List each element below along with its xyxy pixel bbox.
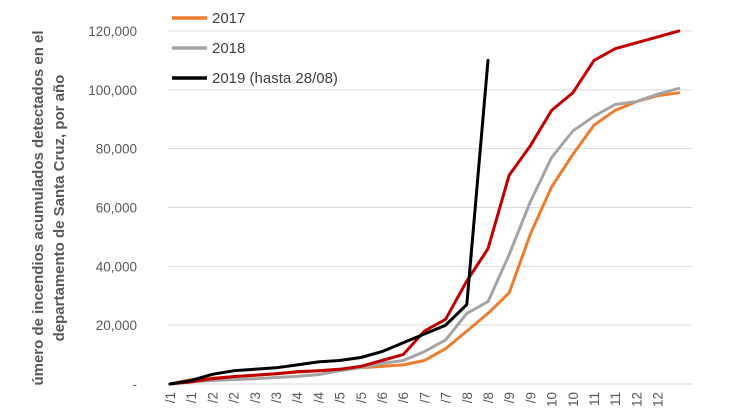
x-tick-label: 12	[629, 392, 644, 407]
series-line-1	[168, 86, 681, 386]
x-tick-label: /7	[417, 392, 432, 403]
y-tick-label: 60,000	[96, 201, 137, 216]
y-axis-label-line-1: úmero de incendios acumulados detectados…	[30, 30, 47, 385]
x-tick-label: /6	[375, 392, 390, 403]
y-tick-label: 20,000	[96, 318, 137, 333]
x-tick-label: 11	[608, 392, 623, 406]
x-tick-label: /4	[290, 392, 305, 404]
x-tick-label: /9	[502, 392, 517, 403]
x-tick-label: 12	[651, 392, 666, 407]
y-tick-label: 40,000	[96, 259, 137, 274]
x-tick-label: 10	[566, 392, 581, 407]
gridlines	[168, 30, 692, 385]
x-tick-label: 10	[545, 392, 560, 407]
x-tick-label: /8	[460, 392, 475, 403]
x-tick-label: /5	[354, 392, 369, 403]
series-line-0	[168, 91, 681, 386]
legend-label: 2019 (hasta 28/08)	[212, 70, 338, 87]
x-tick-label: /2	[227, 392, 242, 403]
x-tick-label: /5	[333, 392, 348, 403]
series-line-3	[168, 58, 490, 386]
series-lines	[168, 29, 681, 386]
x-axis-ticks: /1/1/2/2/3/3/4/4/5/5/6/6/7/7/8/8/9/9 10 10…	[163, 392, 666, 408]
y-tick-label: 120,000	[88, 24, 137, 39]
x-tick-label: /1	[184, 392, 199, 403]
x-tick-label: /1	[163, 392, 178, 403]
y-axis-label-line-2: departamento de Santa Cruz, por año	[51, 75, 68, 342]
x-tick-label: /6	[396, 392, 411, 403]
x-tick-label: /8	[481, 392, 496, 403]
x-tick-label: /7	[439, 392, 454, 403]
legend: 2017 2018 2019 (hasta 28/08)	[172, 10, 338, 87]
y-tick-label: 100,000	[88, 83, 137, 98]
x-tick-label: /4	[311, 392, 326, 404]
y-axis-ticks: - 20,000 40,000 60,000 80,000 100,000 120,000	[88, 24, 137, 392]
x-tick-label: /3	[248, 392, 263, 403]
x-tick-label: 11	[587, 392, 602, 406]
x-tick-label: /9	[523, 392, 538, 403]
series-line-2	[168, 29, 681, 386]
y-tick-label: 80,000	[96, 142, 137, 157]
y-axis-label: úmero de incendios acumulados detectados…	[30, 30, 68, 385]
y-tick-label: -	[133, 377, 138, 392]
x-tick-label: /3	[269, 392, 284, 403]
legend-label: 2017	[212, 10, 245, 27]
legend-label: 2018	[212, 40, 245, 57]
x-tick-label: /2	[205, 392, 220, 403]
